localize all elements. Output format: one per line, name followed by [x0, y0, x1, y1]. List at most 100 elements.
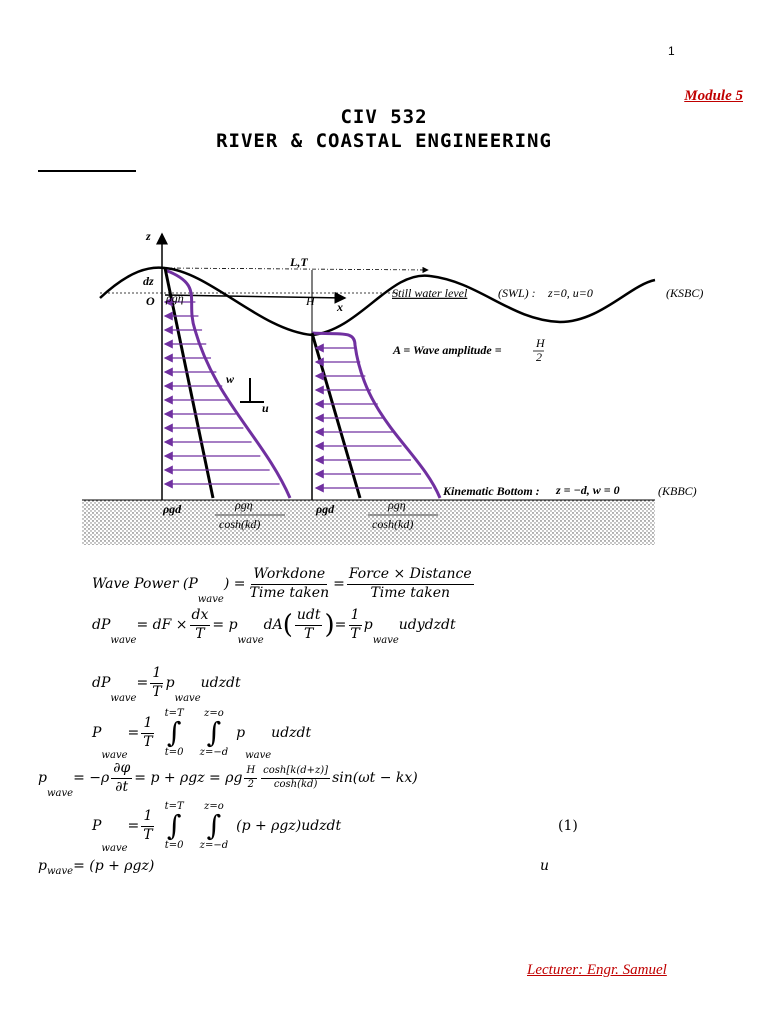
eq-subscript: wave	[197, 594, 224, 605]
eq-subscript: wave	[237, 635, 264, 646]
eq-upper-limit: z=o	[204, 708, 224, 719]
course-code: CIV 532	[340, 106, 428, 128]
equation-number: (1)	[558, 818, 578, 834]
eq-denominator: T	[304, 625, 314, 642]
eq-upper-limit: z=o	[204, 801, 224, 812]
eq-numerator: H	[244, 765, 258, 779]
eq-fraction: ∂φ ∂t	[111, 760, 133, 796]
swl-condition: z=0, u=0	[547, 286, 593, 300]
eq-denominator: T	[143, 733, 153, 750]
eq-text: p	[165, 675, 175, 691]
eq-denominator: ∂t	[115, 778, 129, 795]
u-label: u	[262, 401, 269, 415]
eq-text: P	[92, 725, 102, 741]
eq-integral-sign: ∫	[206, 716, 222, 749]
eq-lower-limit: t=0	[164, 747, 184, 758]
w-label: w	[226, 372, 235, 386]
x-axis	[164, 291, 347, 304]
eq-text: =	[127, 725, 140, 741]
trough-hydrostatic-line	[310, 332, 362, 499]
eq-text: p	[38, 858, 47, 874]
eq-upper-limit: t=T	[164, 801, 184, 812]
eq-subscript: wave	[101, 843, 128, 854]
eq-subscript: wave	[46, 866, 74, 877]
eq-numerator: Force × Distance	[346, 566, 474, 585]
eq-text: (p + ρgz)udzdt	[236, 818, 342, 834]
eq-numerator: 1	[348, 607, 362, 626]
crest-pressure-curve	[164, 268, 292, 499]
eq-denominator: T	[143, 826, 153, 843]
eq-integral: z=o ∫ z=−d	[200, 708, 228, 758]
lt-label: L,T	[289, 255, 308, 269]
x-label: x	[336, 300, 343, 314]
module-label: Module 5	[684, 88, 743, 104]
eq-lower-limit: z=−d	[199, 747, 229, 758]
eq-integral: t=T ∫ t=0	[165, 801, 184, 851]
eq-text: p	[236, 725, 246, 741]
eq-denominator: Time taken	[370, 584, 451, 601]
eq-fraction: Force × Distance Time taken	[346, 566, 474, 602]
equation: p wave = (p + ρgz)	[38, 858, 155, 877]
eq-text: = dF ×	[136, 617, 188, 633]
dz-label: dz	[143, 274, 154, 288]
amplitude-den: 2	[536, 350, 542, 364]
eq-subscript: wave	[110, 693, 137, 704]
equation: p wave = −ρ ∂φ ∂t = p + ρgz = ρg H 2 cosh[k(d+…	[38, 760, 418, 799]
kbbc-label: (KBBC)	[658, 484, 697, 498]
eq-text: udzdt	[200, 675, 241, 691]
crest-hydrostatic: ρgd	[162, 502, 182, 516]
eq-numerator: cosh[k(d+z)]	[261, 765, 331, 779]
wave-figure: z x O L,T H dz ρgη Still water level (SW…	[82, 229, 703, 545]
swl-label: Still water level	[392, 286, 468, 300]
crest-dynamic-num: ρgη	[234, 498, 253, 512]
eq-text: =	[333, 576, 345, 592]
eq-integral-sign: ∫	[166, 809, 182, 842]
course-title: RIVER & COASTAL ENGINEERING	[216, 130, 552, 152]
eq-text: = (p + ρgz)	[73, 858, 155, 874]
eq-denominator: T	[350, 625, 360, 642]
eq-numerator: ∂φ	[111, 760, 133, 779]
eq-fraction: udt T	[294, 607, 323, 643]
eq-lower-limit: t=0	[164, 840, 184, 851]
z-label: z	[145, 229, 151, 243]
eq-text: sin(ωt − kx)	[332, 770, 418, 786]
eq-fraction: Workdone Time taken	[248, 566, 332, 602]
eq-numerator: 1	[141, 715, 155, 734]
h-label: H	[305, 294, 316, 308]
eq-subscript: wave	[245, 750, 272, 761]
surface-pressure-label: ρgη	[165, 291, 184, 305]
eq-subscript: wave	[174, 693, 201, 704]
eq-integral-sign: ∫	[166, 716, 182, 749]
eq-integral: t=T ∫ t=0	[165, 708, 184, 758]
eq-text: =	[127, 818, 140, 834]
eq-paren: (	[282, 610, 293, 640]
page-number: 1	[668, 44, 675, 58]
eq-numerator: Workdone	[251, 566, 328, 585]
trailing-symbol: u	[540, 858, 550, 874]
trough-dynamic-den: cosh(kd)	[372, 517, 413, 531]
eq-integral-sign: ∫	[206, 809, 222, 842]
eq-text: p	[38, 770, 47, 786]
amplitude-label: A = Wave amplitude =	[392, 343, 502, 357]
eq-integral: z=o ∫ z=−d	[200, 801, 228, 851]
eq-text: =	[334, 617, 347, 633]
trough-dynamic-num: ρgη	[387, 498, 406, 512]
eq-subscript: wave	[101, 750, 128, 761]
eq-text: udydzdt	[398, 617, 456, 633]
eq-denominator: cosh(kd)	[273, 778, 318, 790]
eq-text: P	[92, 818, 102, 834]
eq-text: = p	[212, 617, 238, 633]
trough-hydrostatic: ρgd	[315, 502, 335, 516]
eq-fraction: dx T	[189, 607, 211, 643]
eq-text: dP	[92, 617, 111, 633]
seabed	[82, 500, 655, 545]
eq-denominator: 2	[247, 778, 254, 790]
eq-text: Wave Power (P	[92, 576, 198, 592]
eq-upper-limit: t=T	[164, 708, 184, 719]
origin-label: O	[146, 294, 155, 308]
eq-numerator: udt	[294, 607, 323, 626]
